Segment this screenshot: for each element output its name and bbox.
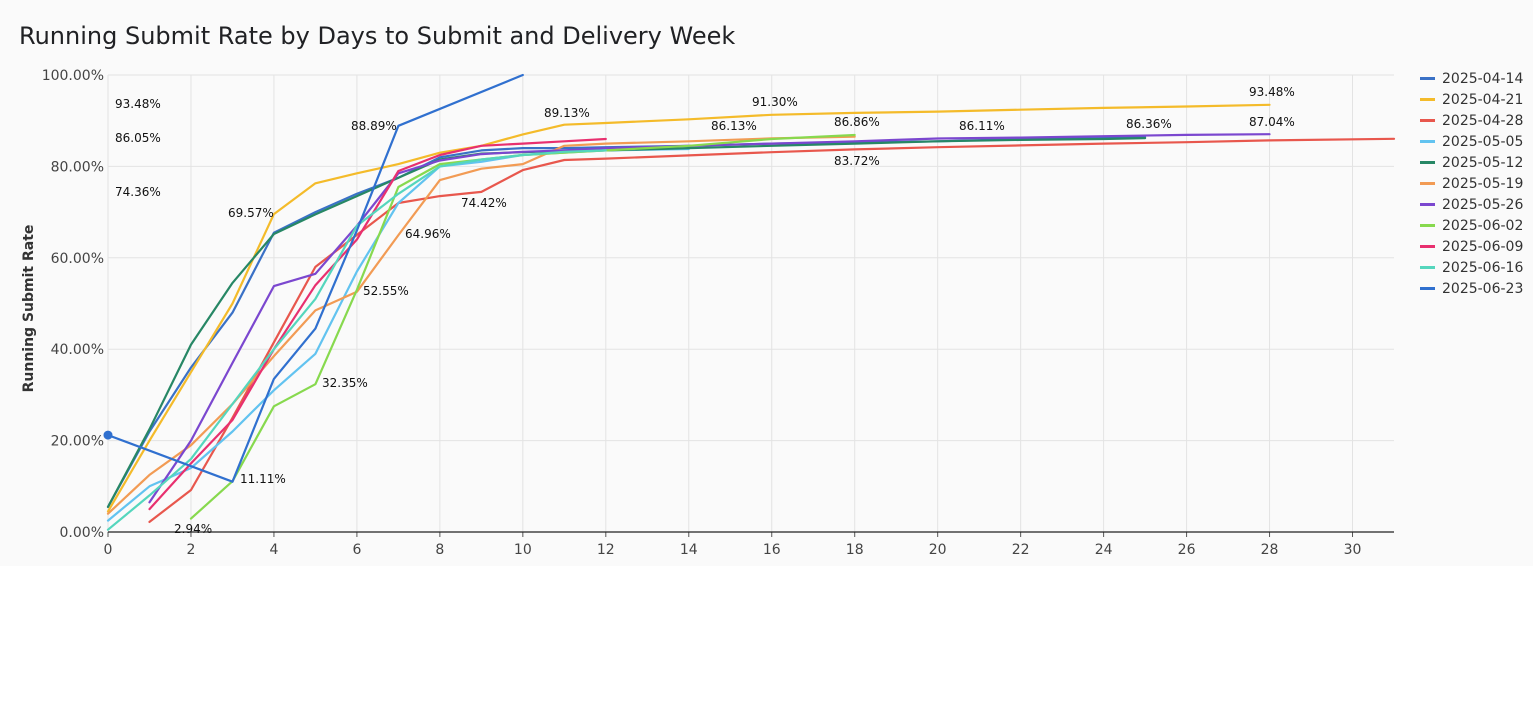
series-line xyxy=(106,103,1271,513)
legend-label: 2025-05-26 xyxy=(1442,196,1524,213)
legend-swatch xyxy=(1420,245,1435,248)
legend-swatch xyxy=(1420,119,1435,122)
data-label: 87.04% xyxy=(1249,115,1295,129)
data-label: 69.57% xyxy=(228,206,274,220)
series-line xyxy=(106,147,690,522)
series-line xyxy=(106,149,607,531)
legend-swatch xyxy=(1420,140,1435,143)
data-label: 86.36% xyxy=(1126,117,1172,131)
series-point xyxy=(103,430,113,440)
legend-item[interactable]: 2025-05-26 xyxy=(1420,194,1523,215)
y-tick-label: 100.00% xyxy=(42,68,104,84)
legend-label: 2025-04-21 xyxy=(1442,91,1524,108)
y-tick-label: 80.00% xyxy=(51,159,104,175)
legend-label: 2025-05-05 xyxy=(1442,133,1524,150)
x-tick-label: 6 xyxy=(352,542,361,558)
data-label: 86.05% xyxy=(115,131,161,145)
x-tick-label: 14 xyxy=(680,542,698,558)
data-label: 93.48% xyxy=(115,97,161,111)
x-tick-label: 20 xyxy=(929,542,947,558)
legend-swatch xyxy=(1420,182,1435,185)
x-tick-label: 30 xyxy=(1344,542,1362,558)
x-tick-label: 28 xyxy=(1261,542,1279,558)
series-lines xyxy=(103,73,1396,531)
x-tick-label: 26 xyxy=(1178,542,1196,558)
legend-item[interactable]: 2025-06-02 xyxy=(1420,215,1523,236)
legend-label: 2025-06-23 xyxy=(1442,280,1524,297)
y-tick-label: 20.00% xyxy=(51,434,104,450)
data-label: 86.11% xyxy=(959,119,1005,133)
y-tick-label: 40.00% xyxy=(51,342,104,358)
legend-label: 2025-06-09 xyxy=(1442,238,1524,255)
legend-item[interactable]: 2025-04-14 xyxy=(1420,68,1523,89)
legend-label: 2025-05-12 xyxy=(1442,154,1524,171)
legend-label: 2025-06-16 xyxy=(1442,259,1524,276)
x-tick-label: 12 xyxy=(597,542,615,558)
y-tick-label: 0.00% xyxy=(60,525,104,541)
grid-lines xyxy=(107,74,1394,533)
axes: 0.00%20.00%40.00%60.00%80.00%100.00%0 2 4 6… xyxy=(21,68,1394,558)
data-label: 89.13% xyxy=(544,106,590,120)
line-chart: 0.00%20.00%40.00%60.00%80.00%100.00%0 2 4 6… xyxy=(21,68,1396,558)
data-label: 93.48% xyxy=(1249,85,1295,99)
x-tick-label: 4 xyxy=(269,542,278,558)
legend-swatch xyxy=(1420,77,1435,80)
data-label: 74.36% xyxy=(115,185,161,199)
data-label: 2.94% xyxy=(174,522,212,536)
legend-item[interactable]: 2025-06-23 xyxy=(1420,278,1523,299)
x-tick-label: 18 xyxy=(846,542,864,558)
data-label: 83.72% xyxy=(834,154,880,168)
data-label: 74.42% xyxy=(461,196,507,210)
series-line xyxy=(148,133,1271,504)
legend-item[interactable]: 2025-05-05 xyxy=(1420,131,1523,152)
legend-item[interactable]: 2025-04-21 xyxy=(1420,89,1523,110)
legend-swatch xyxy=(1420,224,1435,227)
legend-item[interactable]: 2025-05-12 xyxy=(1420,152,1523,173)
y-tick-label: 60.00% xyxy=(51,251,104,267)
legend-swatch xyxy=(1420,203,1435,206)
legend-item[interactable]: 2025-06-16 xyxy=(1420,257,1523,278)
x-tick-label: 8 xyxy=(435,542,444,558)
chart-card: Running Submit Rate by Days to Submit an… xyxy=(19,22,1524,558)
series-line xyxy=(106,137,1147,508)
data-label: 86.13% xyxy=(711,119,757,133)
legend-item[interactable]: 2025-04-28 xyxy=(1420,110,1523,131)
chart-title: Running Submit Rate by Days to Submit an… xyxy=(19,22,736,50)
data-label: 52.55% xyxy=(363,284,409,298)
legend-item[interactable]: 2025-06-09 xyxy=(1420,236,1523,257)
x-tick-label: 0 xyxy=(104,542,113,558)
data-label: 64.96% xyxy=(405,227,451,241)
data-label: 32.35% xyxy=(322,376,368,390)
legend: 2025-04-14 2025-04-21 2025-04-28 2025-05-05… xyxy=(1420,68,1523,299)
series-line xyxy=(106,73,524,483)
x-tick-label: 2 xyxy=(187,542,196,558)
legend-item[interactable]: 2025-05-19 xyxy=(1420,173,1523,194)
x-tick-label: 10 xyxy=(514,542,532,558)
data-label: 88.89% xyxy=(351,119,397,133)
legend-swatch xyxy=(1420,98,1435,101)
x-tick-label: 24 xyxy=(1095,542,1113,558)
legend-label: 2025-05-19 xyxy=(1442,175,1524,192)
legend-swatch xyxy=(1420,287,1435,290)
legend-label: 2025-06-02 xyxy=(1442,217,1524,234)
series-line xyxy=(106,135,856,515)
series-line xyxy=(189,133,856,520)
data-label: 86.86% xyxy=(834,115,880,129)
y-axis-label: Running Submit Rate xyxy=(21,225,37,393)
series-line xyxy=(106,136,1147,508)
x-tick-label: 22 xyxy=(1012,542,1030,558)
data-label: 91.30% xyxy=(752,95,798,109)
data-labels: 93.48% 86.05% 74.36% 69.57% 88.89% 89.13% 91.3… xyxy=(115,85,1295,536)
series-line xyxy=(148,137,607,511)
legend-swatch xyxy=(1420,161,1435,164)
x-tick-label: 16 xyxy=(763,542,781,558)
legend-label: 2025-04-14 xyxy=(1442,70,1524,87)
legend-swatch xyxy=(1420,266,1435,269)
series-line xyxy=(148,137,1396,523)
data-label: 11.11% xyxy=(240,472,286,486)
legend-label: 2025-04-28 xyxy=(1442,112,1524,129)
